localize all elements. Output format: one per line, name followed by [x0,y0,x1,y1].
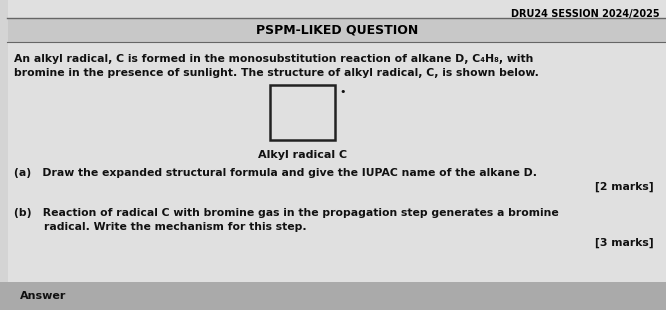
Bar [270,85,335,140]
Text: radical. Write the mechanism for this step.: radical. Write the mechanism for this st… [14,222,306,232]
Text: Alkyl radical C: Alkyl radical C [258,150,347,160]
Text: (a)   Draw the expanded structural formula and give the IUPAC name of the alkane: (a) Draw the expanded structural formula… [14,168,537,178]
Text: DRU24 SESSION 2024/2025: DRU24 SESSION 2024/2025 [511,9,660,19]
Text: PSPM-LIKED QUESTION: PSPM-LIKED QUESTION [256,24,418,37]
Text: Answer: Answer [20,291,67,301]
Text: •: • [339,87,346,97]
Text: bromine in the presence of sunlight. The structure of alkyl radical, C, is shown: bromine in the presence of sunlight. The… [14,68,539,78]
Bar [8,18,666,42]
Text: (b)   Reaction of radical C with bromine gas in the propagation step generates a: (b) Reaction of radical C with bromine g… [14,208,559,218]
Text: An alkyl radical, C is formed in the monosubstitution reaction of alkane D, C₄H₈: An alkyl radical, C is formed in the mon… [14,54,533,64]
Text: [2 marks]: [2 marks] [595,182,654,192]
Text: [3 marks]: [3 marks] [595,238,654,248]
Bar [0,282,666,310]
